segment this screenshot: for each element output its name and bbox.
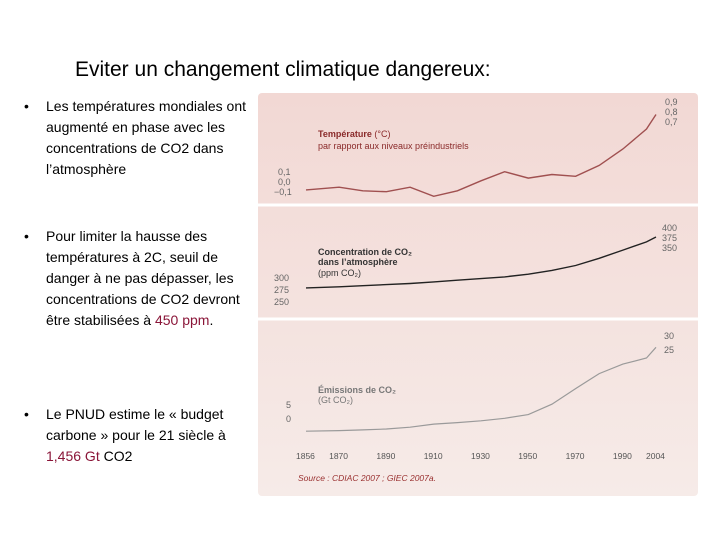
co2-left-tick: 275	[274, 285, 289, 295]
bullet-symbol: •	[24, 98, 29, 114]
x-tick-label: 2004	[646, 451, 665, 461]
bullet-text-part: .	[209, 312, 214, 328]
temperature-title: Température (°C)	[318, 129, 390, 139]
temperature-left-tick: 0,0	[278, 177, 291, 187]
bullet-text-part: Le PNUD estime le « budget carbone » pou…	[46, 406, 226, 443]
emissions-left-tick: 5	[286, 400, 291, 410]
source-note: Source : CDIAC 2007 ; GIEC 2007a.	[298, 473, 436, 483]
x-tick-label: 1930	[471, 451, 490, 461]
bullet-item: • Pour limiter la hausse des température…	[18, 226, 248, 331]
x-tick-label: 1970	[566, 451, 585, 461]
climate-figure: Température (°C) par rapport aux niveaux…	[258, 93, 698, 496]
emissions-right-tick: 25	[664, 345, 674, 355]
bullet-symbol: •	[24, 228, 29, 244]
highlight-value: 1,456 Gt	[46, 448, 100, 464]
climate-chart-svg: Température (°C) par rapport aux niveaux…	[258, 93, 698, 496]
co2-right-tick: 350	[662, 243, 677, 253]
emissions-left-tick: 0	[286, 414, 291, 424]
x-tick-label: 1950	[518, 451, 537, 461]
co2-concentration-unit: (ppm CO₂)	[318, 268, 361, 278]
emissions-unit: (Gt CO₂)	[318, 395, 353, 405]
bullet-text-part: CO2	[99, 448, 133, 464]
bullet-text: Le PNUD estime le « budget carbone » pou…	[46, 406, 226, 464]
bullet-text: Les températures mondiales ont augmenté …	[46, 98, 246, 177]
temperature-right-tick: 0,9	[665, 97, 678, 107]
co2-right-tick: 375	[662, 233, 677, 243]
emissions-title: Émissions de CO₂	[318, 385, 396, 395]
co2-left-tick: 250	[274, 297, 289, 307]
temperature-right-tick: 0,7	[665, 117, 678, 127]
figure-background	[258, 93, 698, 496]
slide-title: Eviter un changement climatique dangereu…	[75, 58, 491, 81]
temperature-left-tick: −0,1	[274, 187, 292, 197]
x-tick-label: 1990	[613, 451, 632, 461]
temperature-left-tick: 0,1	[278, 167, 291, 177]
temperature-subtitle: par rapport aux niveaux préindustriels	[318, 141, 469, 151]
bullet-symbol: •	[24, 406, 29, 422]
x-axis: 1856 1870 1890 1910 1930 1950 1970 1990 2004	[296, 451, 665, 461]
emissions-series-line	[305, 346, 657, 432]
co2-concentration-title: Concentration de CO₂	[318, 247, 412, 257]
bullet-text: Pour limiter la hausse des températures …	[46, 228, 240, 328]
co2-left-tick: 300	[274, 273, 289, 283]
x-tick-label: 1910	[424, 451, 443, 461]
temperature-series-line	[305, 114, 657, 198]
x-tick-label: 1870	[329, 451, 348, 461]
bullet-item: • Les températures mondiales ont augment…	[18, 96, 248, 180]
co2-right-tick: 400	[662, 223, 677, 233]
x-tick-label: 1856	[296, 451, 315, 461]
co2-concentration-series-line	[305, 236, 657, 289]
bullet-item: • Le PNUD estime le « budget carbone » p…	[18, 404, 248, 467]
emissions-right-tick: 30	[664, 331, 674, 341]
co2-concentration-subtitle: dans l’atmosphère	[318, 257, 398, 267]
temperature-right-tick: 0,8	[665, 107, 678, 117]
bullet-text-part: Pour limiter la hausse des températures …	[46, 228, 240, 328]
highlight-value: 450 ppm	[154, 312, 210, 328]
x-tick-label: 1890	[376, 451, 395, 461]
